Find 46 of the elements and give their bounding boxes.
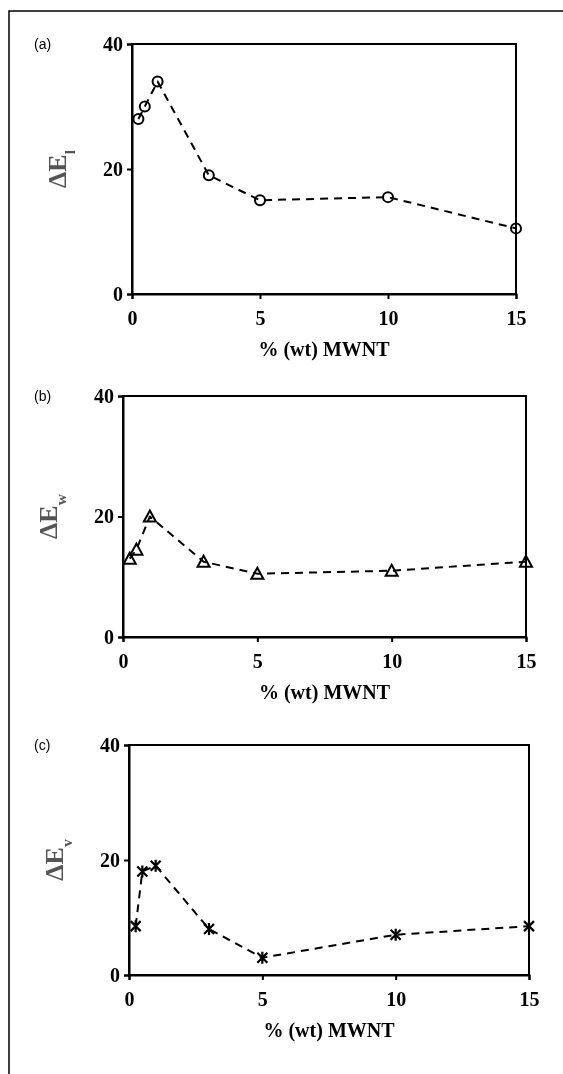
point: [522, 919, 536, 934]
x-tick-label: 0: [127, 307, 138, 330]
x-tick-label: 15: [516, 650, 537, 673]
y-tick-label: 20: [100, 848, 120, 871]
point: [151, 75, 164, 88]
y-tick-label: 40: [103, 32, 123, 55]
point: [256, 950, 269, 965]
x-tick-label: 15: [519, 988, 540, 1011]
chart-title: (b): [34, 388, 52, 404]
x-axis-title: % (wt) MWNT: [258, 681, 391, 704]
point: [132, 113, 145, 125]
x-tick-label: 5: [255, 307, 266, 330]
y-tick-label: 0: [110, 963, 120, 986]
point: [122, 551, 137, 565]
x-tick-label: 10: [378, 307, 399, 330]
point: [202, 169, 215, 182]
point: [138, 100, 151, 113]
point: [250, 566, 265, 580]
chart-title: (c): [34, 737, 51, 753]
point: [142, 509, 157, 523]
y-tick-label: 40: [100, 733, 120, 756]
point: [196, 554, 211, 568]
x-tick-label: 10: [386, 988, 407, 1011]
point: [384, 563, 399, 577]
y-tick-label: 20: [94, 505, 114, 528]
x-tick-label: 10: [382, 650, 403, 673]
point: [510, 222, 522, 235]
x-tick-label: 5: [257, 988, 268, 1011]
point: [382, 191, 394, 204]
y-tick-label: 40: [94, 384, 114, 407]
point: [389, 927, 402, 942]
x-tick-label: 5: [252, 650, 263, 673]
x-axis-title: % (wt) MWNT: [263, 1019, 396, 1042]
y-tick-label: 0: [113, 282, 123, 305]
x-axis-title: % (wt) MWNT: [258, 338, 391, 361]
point: [202, 921, 216, 937]
point: [129, 542, 144, 556]
point: [136, 864, 149, 879]
point: [519, 554, 533, 568]
point: [149, 858, 162, 873]
chart-title: (a): [34, 36, 52, 52]
y-tick-label: 20: [103, 157, 123, 180]
point: [129, 919, 142, 934]
y-tick-label: 0: [104, 625, 114, 648]
x-tick-label: 15: [506, 307, 527, 330]
point: [254, 194, 266, 207]
